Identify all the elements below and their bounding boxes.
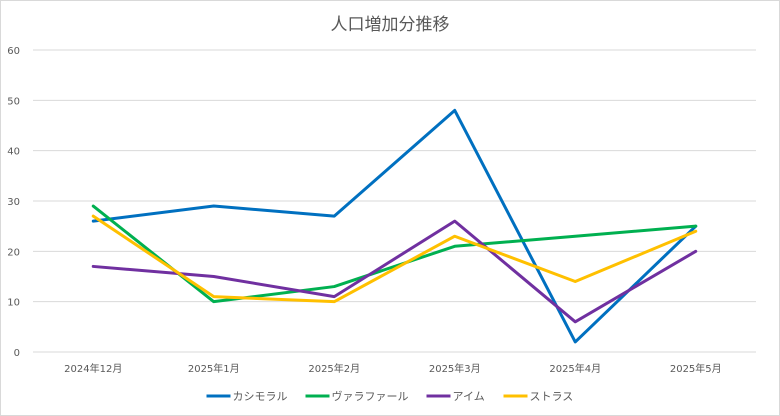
x-tick-label: 2025年4月 [549, 362, 601, 375]
chart-title: 人口増加分推移 [331, 15, 450, 35]
legend-label-0: カシモラル [233, 390, 288, 403]
legend: カシモラル ヴァラファール アイム ストラス [206, 389, 574, 403]
legend-label-1: ヴァラファール [332, 389, 409, 403]
y-tick-label: 50 [7, 96, 20, 107]
x-tick-label: 2024年12月 [64, 362, 122, 375]
x-tick-label: 2025年5月 [670, 362, 722, 375]
y-axis-ticks: 0 10 20 30 40 50 60 [7, 46, 20, 359]
legend-label-2: アイム [453, 390, 485, 403]
y-tick-label: 20 [7, 247, 20, 258]
series-line-3 [91, 214, 698, 304]
gridlines [33, 49, 756, 353]
series-line-0 [91, 108, 698, 344]
y-tick-label: 60 [7, 46, 20, 57]
y-tick-label: 40 [7, 147, 20, 158]
series-line-1 [91, 204, 698, 304]
series-lines [91, 108, 698, 344]
legend-label-3: ストラス [530, 390, 574, 403]
series-line-2 [91, 219, 698, 324]
y-tick-label: 30 [7, 197, 20, 208]
x-tick-label: 2025年2月 [308, 362, 360, 375]
y-tick-label: 10 [7, 298, 20, 309]
y-tick-label: 0 [14, 348, 20, 359]
x-tick-label: 2025年3月 [429, 362, 481, 375]
x-axis-ticks: 2024年12月 2025年1月 2025年2月 2025年3月 2025年4月 2025… [64, 362, 722, 375]
x-tick-label: 2025年1月 [188, 362, 240, 375]
